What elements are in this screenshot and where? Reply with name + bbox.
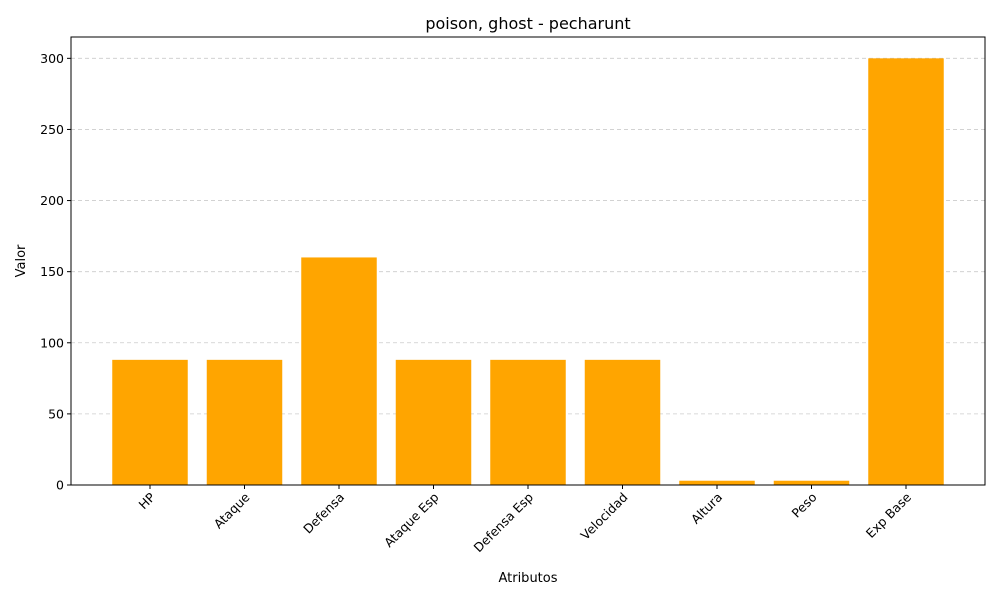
x-axis: HP Ataque Defensa Ataque Esp Defensa Esp Velo… [136, 485, 915, 555]
bar-altura [679, 480, 755, 485]
x-tick-label: HP [136, 489, 159, 512]
y-tick-label: 150 [40, 264, 64, 279]
x-tick-label: Defensa [300, 490, 347, 537]
bar-hp [112, 359, 188, 485]
x-tick-label: Defensa Esp [470, 489, 536, 555]
x-tick-label: Exp Base [863, 489, 915, 541]
y-axis: 0 50 100 150 200 250 300 [40, 51, 71, 493]
y-tick-label: 250 [40, 122, 64, 137]
y-tick-label: 50 [48, 406, 64, 421]
x-tick-label: Peso [789, 490, 820, 521]
x-tick-label: Ataque Esp [381, 489, 442, 550]
bar-ataque-esp [395, 359, 472, 485]
x-tick-label: Ataque [211, 489, 253, 531]
bar-exp-base [868, 58, 944, 485]
bar-defensa-esp [490, 359, 566, 485]
y-tick-label: 200 [40, 193, 64, 208]
y-axis-label: Valor [14, 244, 29, 277]
chart-title: poison, ghost - pecharunt [425, 14, 630, 33]
y-tick-label: 100 [40, 335, 64, 350]
bar-layer [112, 58, 944, 485]
bar-velocidad [584, 359, 661, 485]
y-tick-label: 0 [56, 478, 64, 493]
x-tick-label: Altura [688, 490, 725, 527]
bar-peso [773, 480, 850, 485]
x-tick-label: Velocidad [577, 490, 630, 543]
bar-defensa [301, 257, 377, 485]
x-axis-label: Atributos [498, 571, 557, 586]
bar-ataque [206, 359, 283, 485]
y-tick-label: 300 [40, 51, 64, 66]
